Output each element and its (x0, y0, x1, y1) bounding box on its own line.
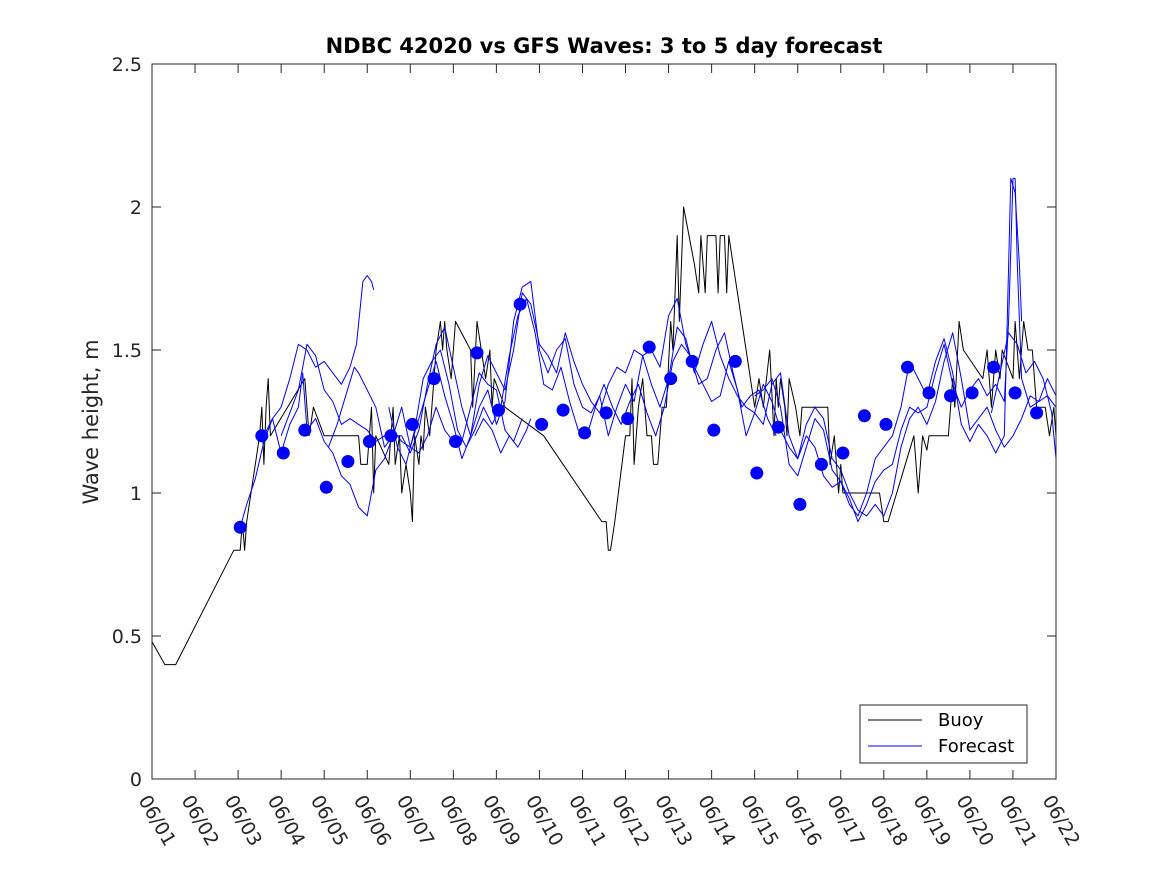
axes-box (151, 63, 1057, 780)
y-tick-label: 1 (130, 483, 142, 505)
legend-forecast-label: Forecast (938, 736, 1014, 757)
forecast-marker (642, 340, 656, 354)
forecast-marker (255, 429, 269, 443)
forecast-marker (319, 480, 333, 494)
forecast-marker (771, 420, 785, 434)
forecast-marker (384, 429, 398, 443)
forecast-marker (857, 409, 871, 423)
forecast-marker (664, 372, 678, 386)
y-tick-label: 0 (130, 769, 142, 791)
forecast-marker (728, 354, 742, 368)
forecast-marker (750, 466, 764, 480)
forecast-marker (449, 435, 462, 448)
forecast-marker (513, 297, 527, 311)
forecast-marker (707, 423, 721, 437)
forecast-marker (535, 417, 549, 431)
forecast-marker (1030, 406, 1044, 420)
forecast-marker (901, 360, 914, 374)
forecast-marker (599, 406, 613, 420)
forecast-marker (492, 403, 505, 417)
forecast-marker (836, 446, 850, 460)
legend-box (859, 704, 1028, 764)
buoy-line (151, 206, 1057, 666)
y-tick-label: 2 (130, 197, 142, 219)
y-tick-label: 0.5 (112, 626, 142, 648)
y-tick-label: 2.5 (112, 54, 142, 76)
forecast-line (990, 332, 1057, 459)
y-axis-label: Wave height, m (79, 339, 103, 504)
forecast-marker (944, 389, 957, 403)
forecast-marker (922, 386, 936, 400)
legend-buoy-label: Buoy (938, 710, 984, 731)
forecast-marker (1008, 386, 1022, 400)
forecast-marker (341, 455, 355, 468)
forecast-marker (793, 497, 807, 511)
forecast-marker (556, 403, 570, 417)
forecast-marker (470, 346, 484, 360)
legend: Buoy Forecast (859, 704, 1028, 764)
forecast-marker (405, 417, 419, 431)
forecast-line (263, 372, 523, 517)
forecast-marker (965, 386, 979, 400)
forecast-marker (987, 360, 1001, 374)
forecast-markers (233, 297, 1044, 534)
forecast-marker (427, 372, 441, 386)
forecast-marker (298, 423, 312, 437)
forecast-marker (233, 520, 247, 534)
plot-area (151, 177, 1057, 666)
forecast-line (474, 418, 532, 454)
chart-title: NDBC 42020 vs GFS Waves: 3 to 5 day fore… (326, 34, 883, 58)
forecast-marker (578, 426, 592, 440)
forecast-marker (814, 457, 828, 471)
forecast-marker (362, 435, 376, 448)
y-tick-label: 1.5 (112, 340, 142, 362)
forecast-line (754, 177, 1023, 517)
forecast-marker (685, 354, 699, 368)
forecast-marker (276, 446, 290, 460)
forecast-marker (621, 412, 635, 426)
forecast-marker (879, 417, 893, 431)
